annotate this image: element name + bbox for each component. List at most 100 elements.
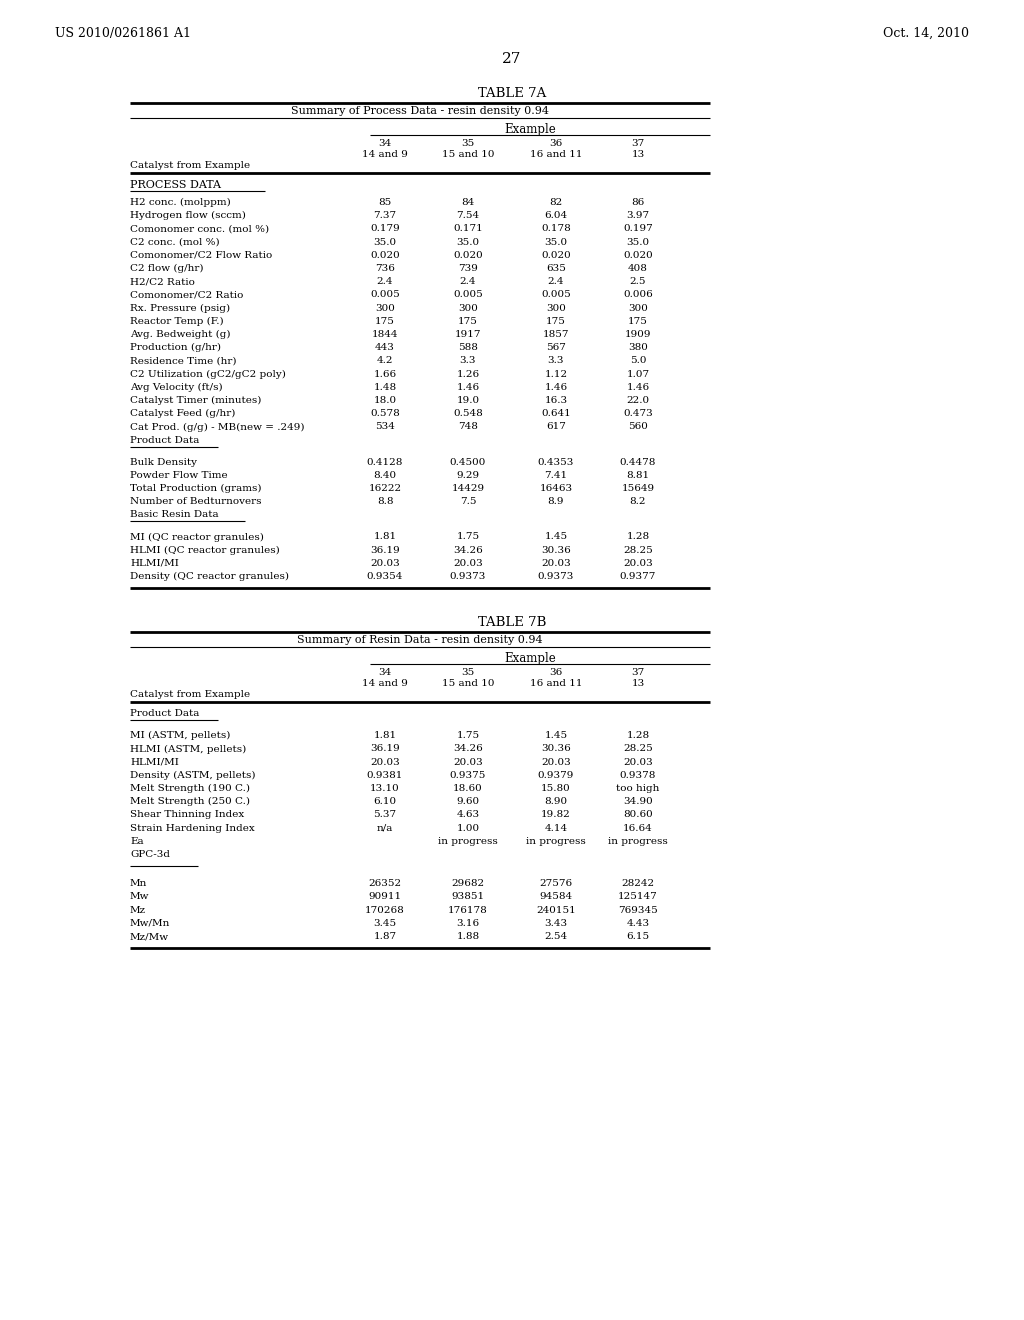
Text: HLMI (QC reactor granules): HLMI (QC reactor granules) bbox=[130, 545, 280, 554]
Text: 34.26: 34.26 bbox=[454, 545, 483, 554]
Text: 1.28: 1.28 bbox=[627, 532, 649, 541]
Text: 27576: 27576 bbox=[540, 879, 572, 888]
Text: 300: 300 bbox=[458, 304, 478, 313]
Text: 300: 300 bbox=[546, 304, 566, 313]
Text: 0.005: 0.005 bbox=[454, 290, 483, 300]
Text: 0.9381: 0.9381 bbox=[367, 771, 403, 780]
Text: 0.578: 0.578 bbox=[370, 409, 400, 418]
Text: 1857: 1857 bbox=[543, 330, 569, 339]
Text: Oct. 14, 2010: Oct. 14, 2010 bbox=[883, 26, 969, 40]
Text: H2/C2 Ratio: H2/C2 Ratio bbox=[130, 277, 195, 286]
Text: 0.006: 0.006 bbox=[624, 290, 653, 300]
Text: 18.60: 18.60 bbox=[454, 784, 483, 793]
Text: 3.3: 3.3 bbox=[460, 356, 476, 366]
Text: 22.0: 22.0 bbox=[627, 396, 649, 405]
Text: 7.41: 7.41 bbox=[545, 471, 567, 479]
Text: 1909: 1909 bbox=[625, 330, 651, 339]
Text: 0.473: 0.473 bbox=[624, 409, 653, 418]
Text: 0.9379: 0.9379 bbox=[538, 771, 574, 780]
Text: Number of Bedturnovers: Number of Bedturnovers bbox=[130, 498, 261, 506]
Text: 34: 34 bbox=[379, 668, 391, 677]
Text: C2 flow (g/hr): C2 flow (g/hr) bbox=[130, 264, 204, 273]
Text: 13: 13 bbox=[632, 680, 645, 688]
Text: 0.179: 0.179 bbox=[370, 224, 400, 234]
Text: 94584: 94584 bbox=[540, 892, 572, 902]
Text: 16.3: 16.3 bbox=[545, 396, 567, 405]
Text: 125147: 125147 bbox=[618, 892, 657, 902]
Text: 175: 175 bbox=[546, 317, 566, 326]
Text: 0.641: 0.641 bbox=[541, 409, 570, 418]
Text: 7.54: 7.54 bbox=[457, 211, 479, 220]
Text: 408: 408 bbox=[628, 264, 648, 273]
Text: Reactor Temp (F.): Reactor Temp (F.) bbox=[130, 317, 223, 326]
Text: 1.81: 1.81 bbox=[374, 532, 396, 541]
Text: 20.03: 20.03 bbox=[454, 758, 483, 767]
Text: 82: 82 bbox=[549, 198, 562, 207]
Text: 35.0: 35.0 bbox=[545, 238, 567, 247]
Text: Comonomer/C2 Ratio: Comonomer/C2 Ratio bbox=[130, 290, 244, 300]
Text: 14 and 9: 14 and 9 bbox=[362, 150, 408, 158]
Text: 0.9354: 0.9354 bbox=[367, 572, 403, 581]
Text: 0.020: 0.020 bbox=[624, 251, 653, 260]
Text: Mw: Mw bbox=[130, 892, 150, 902]
Text: 80.60: 80.60 bbox=[624, 810, 653, 820]
Text: 14429: 14429 bbox=[452, 484, 484, 492]
Text: 0.4353: 0.4353 bbox=[538, 458, 574, 466]
Text: 6.10: 6.10 bbox=[374, 797, 396, 807]
Text: 1.26: 1.26 bbox=[457, 370, 479, 379]
Text: 13.10: 13.10 bbox=[370, 784, 400, 793]
Text: TABLE 7A: TABLE 7A bbox=[478, 87, 546, 100]
Text: 28242: 28242 bbox=[622, 879, 654, 888]
Text: 28.25: 28.25 bbox=[624, 545, 653, 554]
Text: 2.4: 2.4 bbox=[377, 277, 393, 286]
Text: 0.005: 0.005 bbox=[541, 290, 570, 300]
Text: 36.19: 36.19 bbox=[370, 545, 400, 554]
Text: 2.54: 2.54 bbox=[545, 932, 567, 941]
Text: Cat Prod. (g/g) - MB(new = .249): Cat Prod. (g/g) - MB(new = .249) bbox=[130, 422, 304, 432]
Text: 739: 739 bbox=[458, 264, 478, 273]
Text: 0.9375: 0.9375 bbox=[450, 771, 486, 780]
Text: 37: 37 bbox=[632, 139, 645, 148]
Text: 36: 36 bbox=[549, 139, 562, 148]
Text: 175: 175 bbox=[628, 317, 648, 326]
Text: 8.40: 8.40 bbox=[374, 471, 396, 479]
Text: 14 and 9: 14 and 9 bbox=[362, 680, 408, 688]
Text: C2 conc. (mol %): C2 conc. (mol %) bbox=[130, 238, 219, 247]
Text: 5.37: 5.37 bbox=[374, 810, 396, 820]
Text: Example: Example bbox=[504, 652, 556, 665]
Text: 175: 175 bbox=[375, 317, 395, 326]
Text: 8.90: 8.90 bbox=[545, 797, 567, 807]
Text: 3.97: 3.97 bbox=[627, 211, 649, 220]
Text: MI (QC reactor granules): MI (QC reactor granules) bbox=[130, 532, 264, 541]
Text: 8.9: 8.9 bbox=[548, 498, 564, 506]
Text: 2.4: 2.4 bbox=[548, 277, 564, 286]
Text: 90911: 90911 bbox=[369, 892, 401, 902]
Text: 5.0: 5.0 bbox=[630, 356, 646, 366]
Text: 20.03: 20.03 bbox=[370, 558, 400, 568]
Text: 20.03: 20.03 bbox=[624, 558, 653, 568]
Text: 16 and 11: 16 and 11 bbox=[529, 680, 583, 688]
Text: 1.46: 1.46 bbox=[627, 383, 649, 392]
Text: 4.2: 4.2 bbox=[377, 356, 393, 366]
Text: 6.15: 6.15 bbox=[627, 932, 649, 941]
Text: 1917: 1917 bbox=[455, 330, 481, 339]
Text: GPC-3d: GPC-3d bbox=[130, 850, 170, 859]
Text: 20.03: 20.03 bbox=[454, 558, 483, 568]
Text: Catalyst from Example: Catalyst from Example bbox=[130, 690, 250, 700]
Text: HLMI/MI: HLMI/MI bbox=[130, 758, 179, 767]
Text: 0.4500: 0.4500 bbox=[450, 458, 486, 466]
Text: 20.03: 20.03 bbox=[541, 558, 570, 568]
Text: 2.4: 2.4 bbox=[460, 277, 476, 286]
Text: 1.48: 1.48 bbox=[374, 383, 396, 392]
Text: 30.36: 30.36 bbox=[541, 545, 570, 554]
Text: in progress: in progress bbox=[608, 837, 668, 846]
Text: 1.00: 1.00 bbox=[457, 824, 479, 833]
Text: 769345: 769345 bbox=[618, 906, 657, 915]
Text: 0.4128: 0.4128 bbox=[367, 458, 403, 466]
Text: Density (ASTM, pellets): Density (ASTM, pellets) bbox=[130, 771, 256, 780]
Text: 0.171: 0.171 bbox=[454, 224, 483, 234]
Text: 0.9373: 0.9373 bbox=[450, 572, 486, 581]
Text: too high: too high bbox=[616, 784, 659, 793]
Text: 7.5: 7.5 bbox=[460, 498, 476, 506]
Text: Total Production (grams): Total Production (grams) bbox=[130, 484, 261, 494]
